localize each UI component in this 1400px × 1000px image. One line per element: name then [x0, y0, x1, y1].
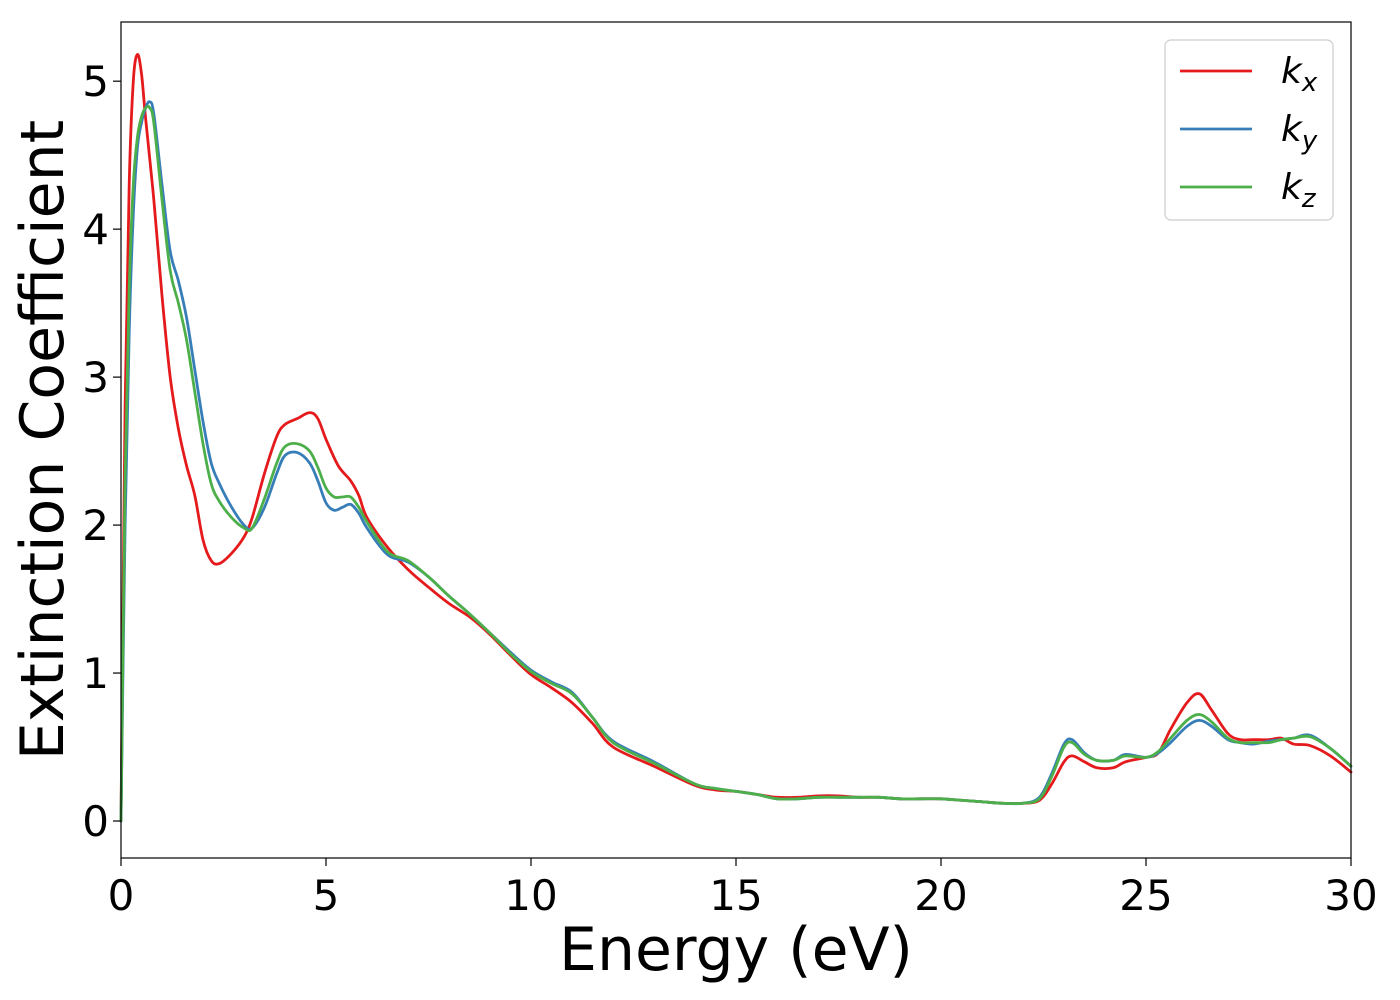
y-tick-label: 4 [82, 205, 109, 254]
series-line-kz [119, 104, 1353, 823]
x-tick-label: 30 [1324, 871, 1377, 920]
x-tick-label: 10 [504, 871, 557, 920]
x-tick-label: 0 [108, 871, 135, 920]
x-tick-label: 20 [914, 871, 967, 920]
y-axis-ticks: 0 1 2 3 4 5 [82, 57, 121, 846]
x-axis-ticks: 0 5 10 15 20 25 30 [108, 858, 1378, 920]
y-tick-label: 2 [82, 501, 109, 550]
y-axis-label: Extinction Coefficient [8, 120, 78, 760]
series-layer [119, 53, 1353, 823]
x-tick-label: 15 [709, 871, 762, 920]
y-tick-label: 0 [82, 797, 109, 846]
x-axis-label: Energy (eV) [559, 915, 913, 985]
x-tick-label: 5 [313, 871, 340, 920]
y-tick-label: 5 [82, 57, 109, 106]
x-tick-label: 25 [1119, 871, 1172, 920]
y-tick-label: 3 [82, 353, 109, 402]
y-tick-label: 1 [82, 649, 109, 698]
